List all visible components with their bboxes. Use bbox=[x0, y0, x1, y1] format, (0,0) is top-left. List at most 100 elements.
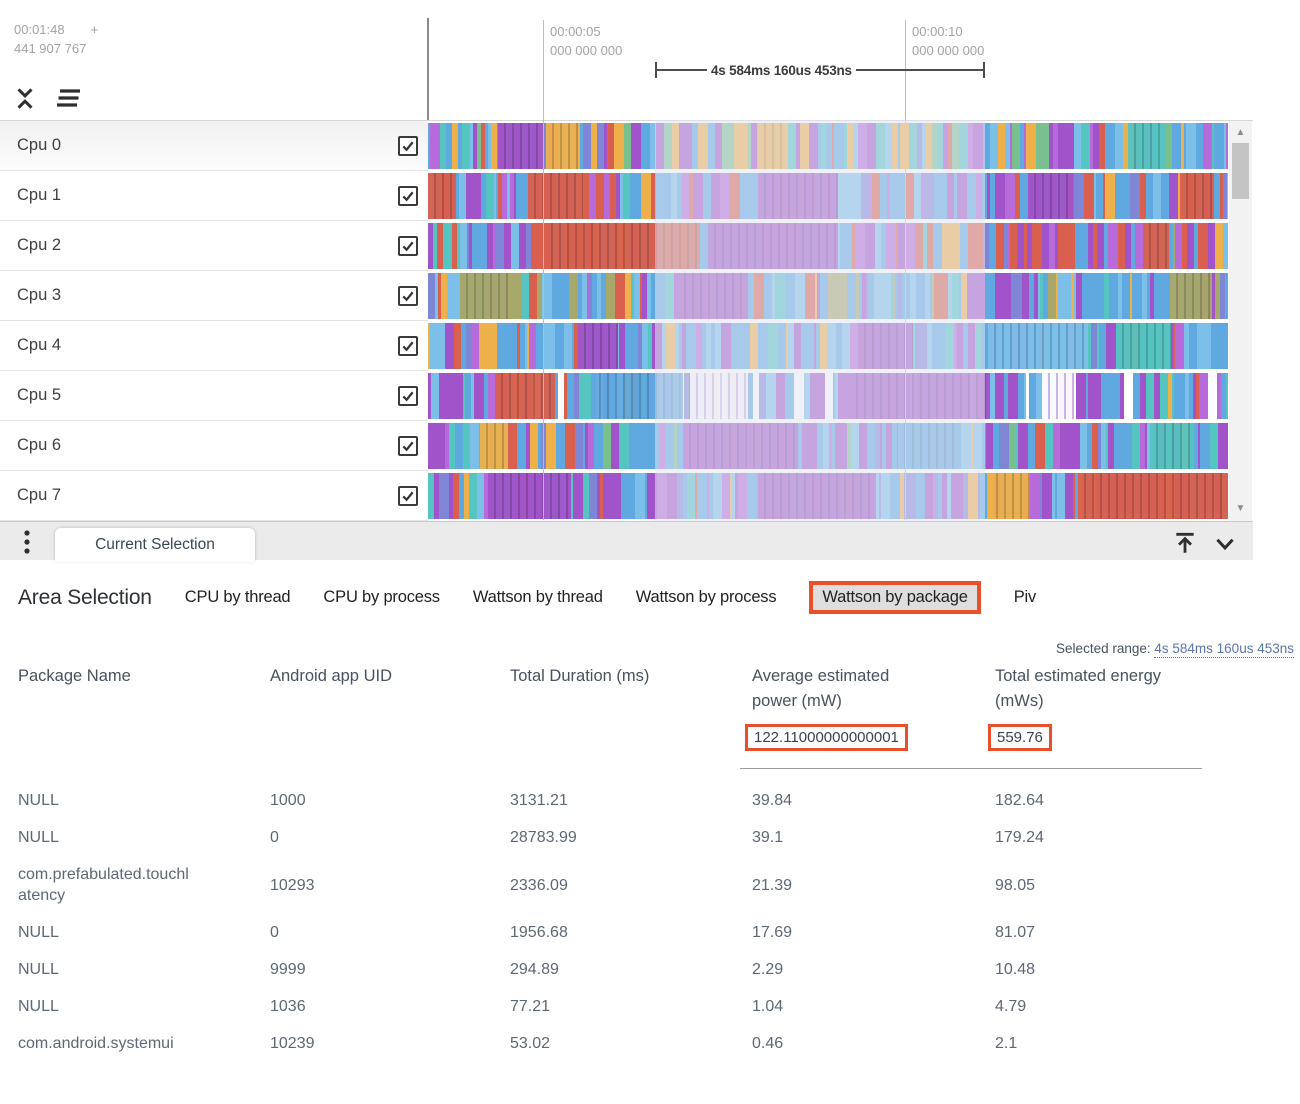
track-slices[interactable] bbox=[428, 423, 1228, 469]
table-cell: NULL bbox=[18, 829, 59, 846]
track-slices[interactable] bbox=[428, 323, 1228, 369]
tab-cpu-by-thread[interactable]: CPU by thread bbox=[184, 588, 291, 606]
time-gridline bbox=[905, 20, 906, 520]
cpu-track-row: Cpu 7 bbox=[0, 471, 1228, 521]
track-label[interactable]: Cpu 2 bbox=[0, 221, 428, 271]
marker-right-tick bbox=[983, 62, 985, 78]
track-slices[interactable] bbox=[428, 123, 1228, 169]
track-slice-cluster bbox=[683, 423, 798, 469]
track-checkbox[interactable] bbox=[398, 236, 418, 256]
tab-current-selection[interactable]: Current Selection bbox=[55, 528, 255, 561]
tab-wattson-by-package[interactable]: Wattson by package bbox=[809, 581, 981, 614]
column-header[interactable]: Total Duration (ms) bbox=[510, 667, 650, 685]
table-header-separator bbox=[740, 768, 1202, 769]
time-gridline-label: 00:00:10 000 000 000 bbox=[912, 24, 985, 58]
track-slice-cluster bbox=[545, 223, 700, 269]
track-checkbox[interactable] bbox=[398, 136, 418, 156]
table-cell: 4.79 bbox=[995, 998, 1027, 1015]
marker-left-tick bbox=[655, 62, 657, 78]
track-options-icon[interactable] bbox=[52, 88, 82, 109]
table-cell: 2.1 bbox=[995, 1035, 1018, 1052]
table-cell: NULL bbox=[18, 792, 59, 809]
table-cell: 0 bbox=[270, 924, 279, 941]
track-checkbox[interactable] bbox=[398, 386, 418, 406]
track-slice-cluster bbox=[546, 123, 580, 169]
collapse-panel-icon[interactable] bbox=[1212, 530, 1238, 556]
origin-plus: + bbox=[90, 22, 99, 37]
track-slice-cluster bbox=[990, 473, 1030, 519]
track-label[interactable]: Cpu 4 bbox=[0, 321, 428, 371]
track-slices[interactable] bbox=[428, 223, 1228, 269]
column-header[interactable]: Package Name bbox=[18, 667, 131, 685]
table-cell: 81.07 bbox=[995, 924, 1036, 941]
track-checkbox[interactable] bbox=[398, 336, 418, 356]
checkbox-check-icon bbox=[402, 241, 414, 252]
track-slices[interactable] bbox=[428, 273, 1228, 319]
table-cell: 2336.09 bbox=[510, 876, 568, 894]
track-slices[interactable] bbox=[428, 173, 1228, 219]
marker-line bbox=[657, 69, 707, 71]
tab-current-selection-label: Current Selection bbox=[95, 535, 215, 553]
tab-cpu-by-process[interactable]: CPU by process bbox=[323, 588, 440, 606]
table-cell: NULL bbox=[18, 924, 59, 941]
track-slice-cluster bbox=[1116, 323, 1171, 369]
track-slices[interactable] bbox=[428, 373, 1228, 419]
collapse-tracks-icon[interactable] bbox=[12, 84, 38, 112]
aggregate-average-power: 122.11000000000001 bbox=[745, 724, 908, 751]
track-slice-cluster bbox=[678, 273, 748, 319]
column-header[interactable]: Android app UID bbox=[270, 667, 392, 685]
checkbox-check-icon bbox=[402, 491, 414, 502]
cpu-track-row: Cpu 1 bbox=[0, 171, 1228, 221]
track-slice-cluster bbox=[480, 423, 508, 469]
scroll-up-icon[interactable]: ▲ bbox=[1235, 127, 1246, 138]
origin-fraction: 441 907 767 bbox=[14, 41, 87, 56]
tab-bottom-mask bbox=[55, 558, 255, 562]
scroll-down-icon[interactable]: ▼ bbox=[1235, 503, 1246, 514]
viewport-start-line bbox=[427, 18, 429, 120]
track-slice-cluster bbox=[1150, 423, 1194, 469]
track-label[interactable]: Cpu 5 bbox=[0, 371, 428, 421]
tab-wattson-by-process[interactable]: Wattson by process bbox=[635, 588, 777, 606]
table-cell: NULL bbox=[18, 998, 59, 1015]
table-cell: 182.64 bbox=[995, 792, 1044, 809]
track-label[interactable]: Cpu 0 bbox=[0, 121, 428, 171]
track-checkbox[interactable] bbox=[398, 486, 418, 506]
track-slice-cluster bbox=[578, 323, 618, 369]
track-label[interactable]: Cpu 3 bbox=[0, 271, 428, 321]
table-cell: 10293 bbox=[270, 876, 315, 894]
checkbox-check-icon bbox=[402, 341, 414, 352]
column-header[interactable]: Average estimated power (mW) bbox=[752, 667, 890, 710]
cpu-track-row: Cpu 4 bbox=[0, 321, 1228, 371]
tab-wattson-by-thread[interactable]: Wattson by thread bbox=[472, 588, 603, 606]
table-cell: 10.48 bbox=[995, 961, 1036, 978]
kebab-menu-icon[interactable] bbox=[21, 529, 33, 555]
tracks-scrollbar[interactable]: ▲ ▼ bbox=[1229, 121, 1252, 521]
column-header[interactable]: Total estimated energy (mWs) bbox=[995, 667, 1162, 710]
tab-piv[interactable]: Piv bbox=[1013, 588, 1037, 606]
cpu-track-row: Cpu 3 bbox=[0, 271, 1228, 321]
track-label[interactable]: Cpu 7 bbox=[0, 471, 428, 521]
table-cell: 10239 bbox=[270, 1035, 315, 1052]
time-gridline-label: 00:00:05 000 000 000 bbox=[550, 24, 623, 58]
cpu-track-row: Cpu 0 bbox=[0, 121, 1228, 171]
table-cell: 21.39 bbox=[752, 876, 793, 894]
selected-range-value[interactable]: 4s 584ms 160us 453ns bbox=[1154, 641, 1294, 658]
track-label[interactable]: Cpu 1 bbox=[0, 171, 428, 221]
scroll-thumb[interactable] bbox=[1232, 143, 1249, 199]
origin-time: 00:01:48 bbox=[14, 22, 65, 37]
aggregate-total-energy: 559.76 bbox=[988, 724, 1052, 751]
track-slice-cluster bbox=[1128, 123, 1166, 169]
track-label[interactable]: Cpu 6 bbox=[0, 421, 428, 471]
checkbox-check-icon bbox=[402, 291, 414, 302]
table-cell: 0.46 bbox=[752, 1035, 784, 1052]
track-checkbox[interactable] bbox=[398, 186, 418, 206]
dock-to-top-icon[interactable] bbox=[1172, 530, 1198, 556]
track-slices[interactable] bbox=[428, 473, 1228, 519]
track-slice-cluster bbox=[460, 273, 508, 319]
track-checkbox[interactable] bbox=[398, 286, 418, 306]
track-checkbox[interactable] bbox=[398, 436, 418, 456]
wattson-package-table: Package Name Android app UID Total Duratio… bbox=[18, 664, 1225, 1052]
track-slice-cluster bbox=[758, 473, 873, 519]
table-cell: 39.84 bbox=[752, 792, 793, 809]
table-cell: 1000 bbox=[270, 792, 306, 809]
